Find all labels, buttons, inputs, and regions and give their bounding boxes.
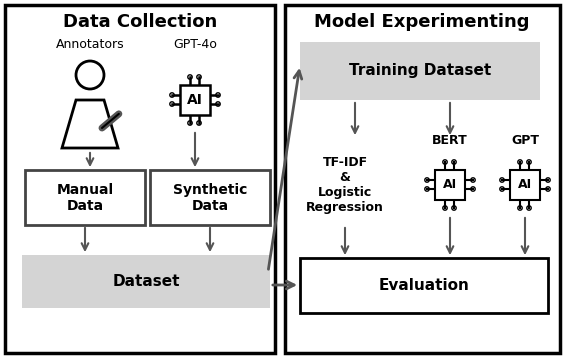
Text: AI: AI [187,93,203,107]
Bar [510,170,540,200]
Bar [150,170,270,225]
Text: Dataset: Dataset [112,274,180,289]
Text: GPT-4o: GPT-4o [173,39,217,52]
Bar [300,42,540,100]
Text: BERT: BERT [432,134,468,146]
Text: GPT: GPT [511,134,539,146]
Text: Evaluation: Evaluation [378,277,470,292]
Text: Data Collection: Data Collection [63,13,217,31]
Bar [285,5,560,353]
Text: Synthetic
Data: Synthetic Data [173,183,247,213]
Bar [22,255,270,308]
Bar [300,258,548,313]
Text: Model Experimenting: Model Experimenting [314,13,530,31]
Text: TF-IDF
&
Logistic
Regression: TF-IDF & Logistic Regression [306,156,384,214]
Bar [435,170,465,200]
Text: Annotators: Annotators [56,39,124,52]
Bar [5,5,275,353]
Bar [25,170,145,225]
Bar [180,85,210,115]
Text: AI: AI [518,179,532,192]
Text: Training Dataset: Training Dataset [349,63,491,78]
Text: AI: AI [443,179,457,192]
Text: Manual
Data: Manual Data [56,183,113,213]
